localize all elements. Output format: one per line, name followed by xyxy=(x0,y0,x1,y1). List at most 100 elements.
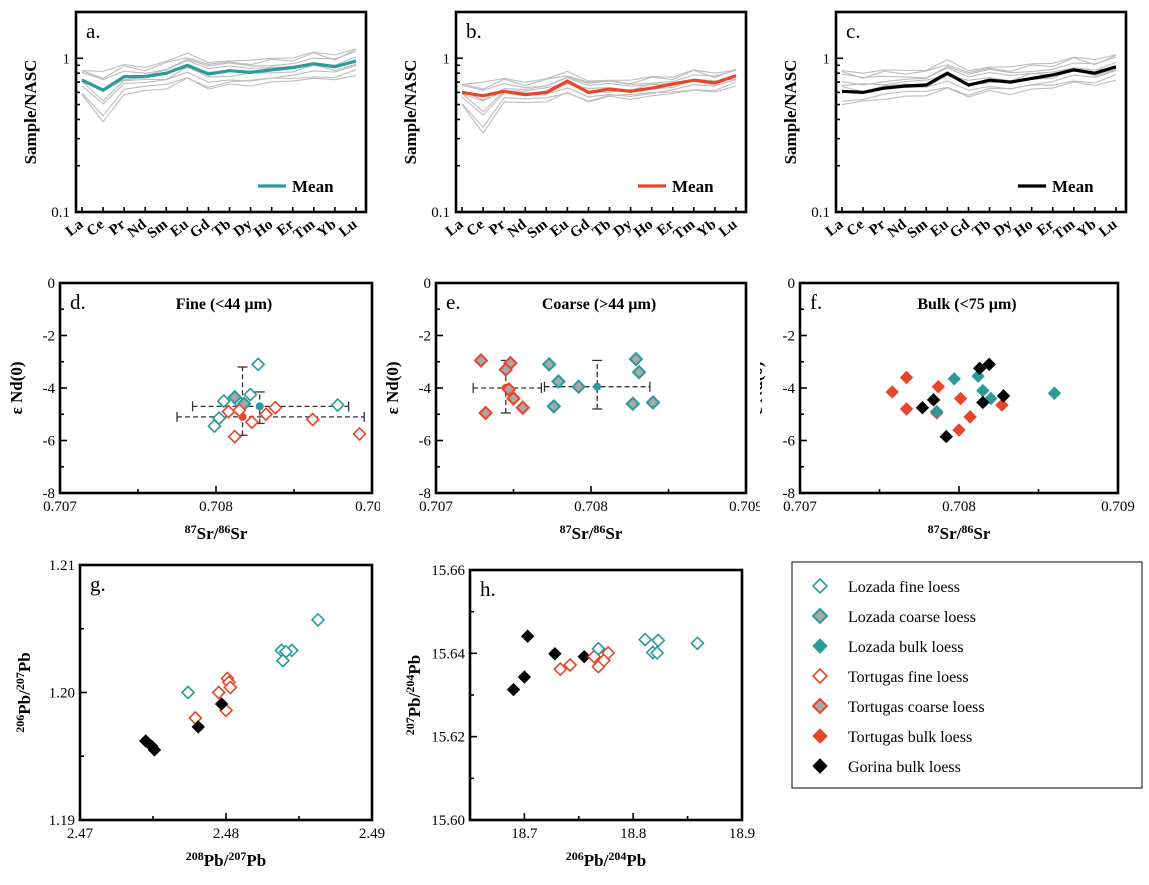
x-tick-label-ce: Ce xyxy=(84,216,108,240)
data-point-lozada xyxy=(207,418,222,434)
sample-line xyxy=(841,79,1117,106)
data-point-tortugas xyxy=(244,414,260,430)
data-point-tortugas xyxy=(232,403,247,418)
x-tick-label-ce: Ce xyxy=(464,216,488,240)
sample-line xyxy=(81,69,357,117)
data-point-tortugas xyxy=(258,407,274,422)
data-point-lozada xyxy=(1047,386,1062,400)
data-point-tortugas xyxy=(305,412,320,427)
y-tick-label: -6 xyxy=(783,434,796,450)
data-point-tortugas xyxy=(601,645,616,661)
data-point-lozada xyxy=(638,632,653,647)
data-point-tortugas xyxy=(952,423,966,437)
data-point-tortugas xyxy=(562,657,578,673)
legend-marker-tortugas xyxy=(812,728,828,744)
y-tick-label: 0.1 xyxy=(811,205,830,221)
x-tick-label: 2.47 xyxy=(67,826,94,842)
plot-frame xyxy=(798,281,1120,495)
legend-marker-lozada xyxy=(812,638,828,654)
legend-box xyxy=(791,561,1143,789)
data-point-tortugas xyxy=(515,400,531,416)
sample-line xyxy=(841,56,1117,79)
y-tick-label: -6 xyxy=(43,434,56,450)
legend-mean-label: Mean xyxy=(1052,177,1094,196)
data-point-lozada xyxy=(591,641,606,656)
x-tick-label: 18.7 xyxy=(511,826,538,842)
legend-marker-tortugas xyxy=(811,667,829,685)
data-point-lozada xyxy=(651,633,666,648)
data-point-lozada xyxy=(330,397,345,413)
data-point-gorina xyxy=(506,682,521,697)
data-point-tortugas xyxy=(498,362,514,378)
data-point-tortugas xyxy=(473,353,489,368)
panel-letter: a. xyxy=(86,19,101,43)
data-point-tortugas xyxy=(899,370,914,385)
y-tick-label: 15.66 xyxy=(431,563,465,579)
x-axis-label: 87Sr/86Sr xyxy=(928,522,991,543)
plot-frame xyxy=(74,10,368,214)
data-point-lozada xyxy=(541,356,557,372)
x-tick-label: 0.709 xyxy=(355,499,380,515)
y-tick-label: 1 xyxy=(823,51,831,67)
data-point-gorina xyxy=(982,357,996,372)
data-point-tortugas xyxy=(506,391,521,406)
x-tick-label: 18.8 xyxy=(620,826,646,842)
data-point-gorina xyxy=(191,720,205,734)
legend-marker-lozada xyxy=(811,607,829,625)
data-point-lozada xyxy=(631,364,647,380)
y-tick-label: 15.62 xyxy=(431,730,465,746)
x-tick-label: 0.709 xyxy=(729,499,760,515)
y-tick-label: 1 xyxy=(63,51,71,67)
data-point-gorina xyxy=(976,395,990,410)
y-tick-label: 0.1 xyxy=(51,205,70,221)
mean-point xyxy=(593,382,602,391)
legend: Lozada fine loess Lozada coarse loess Loza… xyxy=(791,561,1143,789)
y-tick-label: -8 xyxy=(783,486,796,502)
x-tick-label: 0.708 xyxy=(199,499,233,515)
data-point-tortugas xyxy=(553,662,568,677)
sample-line xyxy=(841,54,1117,79)
panel-title: Bulk (<75 µm) xyxy=(917,296,1016,313)
data-point-lozada xyxy=(690,636,705,651)
panel-letter: b. xyxy=(466,19,482,43)
data-point-lozada xyxy=(216,393,231,409)
data-point-lozada xyxy=(227,389,243,405)
data-point-tortugas xyxy=(268,400,283,415)
legend-label: Gorina bulk loess xyxy=(848,759,961,776)
data-point-gorina xyxy=(939,429,953,444)
data-point-tortugas xyxy=(221,404,236,419)
legend-label: Tortugas fine loess xyxy=(848,669,969,686)
x-tick-label: 2.49 xyxy=(359,826,385,842)
panel-letter: h. xyxy=(480,577,496,601)
x-tick-label: 0.707 xyxy=(419,499,453,515)
y-tick-label: -2 xyxy=(419,329,432,345)
x-axis-label: 87Sr/86Sr xyxy=(185,522,248,543)
y-tick-label: 0.1 xyxy=(431,205,450,221)
plot-frame xyxy=(454,10,748,214)
legend-label: Lozada coarse loess xyxy=(848,609,976,626)
data-point-tortugas xyxy=(478,405,494,421)
y-tick-label: 0 xyxy=(48,276,56,292)
data-point-gorina xyxy=(915,400,930,415)
data-point-gorina xyxy=(972,361,987,376)
x-axis-label: 206Pb/204Pb xyxy=(566,849,646,870)
data-point-tortugas xyxy=(995,398,1009,412)
panel-letter: g. xyxy=(90,572,106,596)
plot-frame xyxy=(834,10,1128,214)
legend-marker-gorina xyxy=(812,758,828,774)
sample-line xyxy=(841,61,1117,86)
legend-label: Lozada fine loess xyxy=(848,579,960,596)
y-tick-label: -8 xyxy=(43,486,56,502)
x-tick-label-ho: Ho xyxy=(1011,217,1036,241)
sample-line xyxy=(841,54,1117,74)
y-axis-label: 207Pb/204Pb xyxy=(403,655,424,735)
data-point-lozada xyxy=(180,685,196,700)
y-tick-label: 1.21 xyxy=(49,558,75,574)
sr-nd-chart-coarse: 0 -2 -4 -6 -80.707 0.708 0.709 e. Coarse (>44 µm… xyxy=(383,276,760,543)
x-tick-label: 2.48 xyxy=(213,826,239,842)
panel-letter: e. xyxy=(446,290,461,314)
y-tick-label: -4 xyxy=(43,381,56,397)
y-axis-label: Sample/NASC xyxy=(401,60,420,165)
panel-title: Fine (<44 µm) xyxy=(176,296,273,313)
sample-line xyxy=(841,74,1117,102)
